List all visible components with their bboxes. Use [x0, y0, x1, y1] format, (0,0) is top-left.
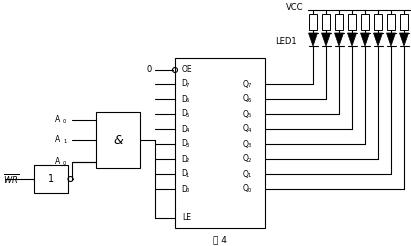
Text: 4: 4: [247, 128, 251, 133]
Bar: [361, 14, 369, 30]
Text: $\overline{WR}$: $\overline{WR}$: [3, 172, 19, 186]
Text: D: D: [181, 169, 187, 179]
Text: 6: 6: [185, 98, 189, 103]
Text: 7: 7: [247, 83, 251, 88]
Polygon shape: [335, 33, 344, 46]
Text: D: D: [181, 154, 187, 164]
Bar: [374, 14, 382, 30]
Polygon shape: [360, 33, 369, 46]
Text: 2: 2: [247, 158, 251, 163]
Polygon shape: [347, 33, 356, 46]
Text: 0: 0: [147, 65, 152, 75]
Text: 3: 3: [185, 143, 189, 148]
Text: VCC: VCC: [286, 2, 303, 12]
Text: Q: Q: [243, 79, 249, 89]
Text: A: A: [55, 136, 60, 144]
Polygon shape: [399, 33, 409, 46]
Text: Q: Q: [243, 139, 249, 149]
Text: Q: Q: [243, 109, 249, 119]
Text: A: A: [55, 116, 60, 124]
Text: D: D: [181, 139, 187, 149]
Text: Q: Q: [243, 124, 249, 134]
Text: 0: 0: [247, 188, 251, 193]
Bar: [34, 165, 68, 193]
Text: A: A: [55, 157, 60, 167]
Bar: [335, 14, 343, 30]
Text: 0: 0: [63, 161, 66, 166]
Bar: [175, 58, 265, 228]
Text: 2: 2: [185, 158, 189, 163]
Bar: [400, 14, 408, 30]
Polygon shape: [309, 33, 318, 46]
Text: Q: Q: [243, 94, 249, 104]
Text: 5: 5: [247, 113, 251, 118]
Text: 图 4: 图 4: [213, 235, 227, 245]
Text: D: D: [181, 124, 187, 134]
Text: LE: LE: [182, 214, 191, 222]
Text: D: D: [181, 79, 187, 89]
Text: 0: 0: [185, 188, 189, 193]
Polygon shape: [386, 33, 395, 46]
Text: &: &: [113, 134, 123, 147]
Text: 1: 1: [247, 173, 251, 178]
Bar: [348, 14, 356, 30]
Bar: [96, 112, 140, 168]
Polygon shape: [321, 33, 330, 46]
Text: D: D: [181, 94, 187, 104]
Bar: [322, 14, 330, 30]
Text: 7: 7: [185, 83, 189, 88]
Text: 3: 3: [247, 143, 251, 148]
Bar: [387, 14, 395, 30]
Text: 0: 0: [63, 119, 66, 124]
Text: OE: OE: [182, 65, 193, 75]
Bar: [309, 14, 317, 30]
Text: D: D: [181, 184, 187, 194]
Text: 1: 1: [63, 139, 66, 144]
Text: Q: Q: [243, 184, 249, 194]
Polygon shape: [374, 33, 383, 46]
Text: Q: Q: [243, 169, 249, 179]
Text: 4: 4: [185, 128, 189, 133]
Text: D: D: [181, 109, 187, 119]
Text: LED1: LED1: [275, 37, 297, 46]
Text: 1: 1: [48, 174, 54, 184]
Text: 6: 6: [247, 98, 251, 103]
Text: 5: 5: [185, 113, 189, 118]
Text: 1: 1: [185, 173, 189, 178]
Text: Q: Q: [243, 154, 249, 164]
